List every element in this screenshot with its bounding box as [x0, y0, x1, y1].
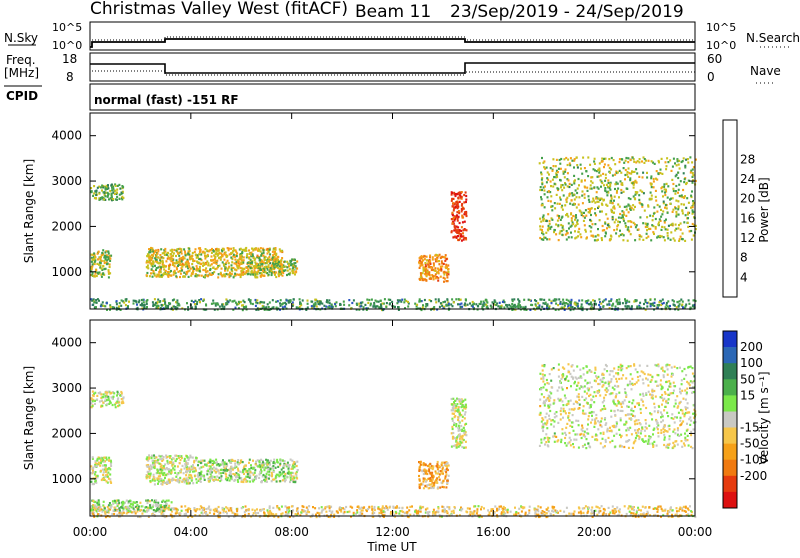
power-colorbar-tick-4: 20	[740, 192, 755, 206]
velocity-colorbar-swatch-3	[723, 379, 737, 395]
velocity-colorbar-swatch-6	[723, 428, 737, 444]
nsky-tick-top: 10^5	[52, 21, 82, 34]
freq-tick-top: 18	[62, 52, 77, 66]
power-colorbar-tick-3: 16	[740, 211, 755, 225]
velocity-region-4	[146, 454, 198, 485]
velocity-colorbar-tick-7: -200	[740, 469, 767, 483]
xtick-label-6: 00:00	[678, 525, 713, 539]
nave-tick-bottom: 0	[707, 70, 715, 84]
velocity-colorbar-tick-2: 50	[740, 372, 755, 386]
power-colorbar-tick-0: 4	[740, 270, 748, 284]
velocity-ytick-label-1: 2000	[51, 426, 82, 440]
velocity-colorbar-tick-0: 200	[740, 340, 763, 354]
xtick-label-5: 20:00	[577, 525, 612, 539]
power-colorbar-tick-5: 24	[740, 172, 755, 186]
velocity-region-5	[197, 459, 299, 484]
velocity-colorbar-swatch-8	[723, 460, 737, 476]
power-ylabel: Slant Range [km]	[22, 159, 36, 263]
beam-title: Beam 11	[355, 2, 431, 22]
velocity-region-3	[90, 456, 112, 485]
velocity-ytick-label-2: 3000	[51, 381, 82, 395]
velocity-region-1	[90, 499, 173, 513]
velocity-colorbar-tick-1: 100	[740, 356, 763, 370]
power-panel-frame	[90, 113, 695, 309]
velocity-region-8	[539, 363, 697, 449]
power-region-6	[451, 191, 468, 242]
power-ytick-label-1: 2000	[51, 219, 82, 233]
velocity-colorbar-label: Velocity [m s⁻¹]	[757, 371, 771, 464]
velocity-ylabel: Slant Range [km]	[22, 366, 36, 470]
freq-panel	[90, 53, 695, 81]
velocity-colorbar-swatch-10	[723, 492, 737, 508]
nsky-label: N.Sky	[4, 31, 38, 45]
power-colorbar-tick-1: 8	[740, 251, 748, 265]
power-region-2	[90, 249, 112, 278]
velocity-ytick-label-0: 1000	[51, 472, 82, 486]
velocity-colorbar-swatch-2	[723, 363, 737, 379]
power-ytick-label-2: 3000	[51, 174, 82, 188]
nsky-panel	[90, 22, 695, 50]
power-region-5	[418, 254, 450, 283]
power-region-1	[90, 183, 124, 201]
power-colorbar-tick-6: 28	[740, 152, 755, 166]
cpid-text: normal (fast) -151 RF	[94, 93, 239, 107]
power-region-7	[539, 156, 697, 242]
velocity-heatmap-data	[90, 363, 697, 518]
power-ytick-label-0: 1000	[51, 265, 82, 279]
xtick-label-0: 00:00	[73, 525, 108, 539]
nsky-tick-bottom: 10^0	[52, 39, 82, 52]
velocity-region-2	[90, 391, 124, 409]
xtick-label-4: 16:00	[476, 525, 511, 539]
velocity-colorbar-swatch-9	[723, 476, 737, 492]
velocity-region-6	[418, 461, 450, 490]
freq-label: Freq.	[6, 53, 36, 67]
cpid-label: CPID	[6, 89, 38, 103]
freq-tick-bottom: 8	[66, 70, 74, 84]
xtick-label-1: 04:00	[174, 525, 209, 539]
power-colorbar-frame	[723, 120, 737, 297]
power-colorbar-label: Power [dB]	[757, 177, 771, 242]
nsearch-tick-bottom: 10^0	[706, 39, 736, 52]
station-title: Christmas Valley West (fitACF)	[90, 0, 348, 19]
nave-tick-top: 60	[707, 52, 722, 66]
velocity-colorbar-swatch-4	[723, 395, 737, 411]
power-heatmap-data	[90, 156, 697, 311]
power-colorbar-tick-2: 12	[740, 231, 755, 245]
velocity-yticks: 1000 2000 3000 4000	[51, 336, 695, 486]
velocity-ytick-label-3: 4000	[51, 336, 82, 350]
nsearch-label: N.Search	[746, 31, 800, 45]
velocity-region-7	[451, 398, 468, 449]
power-ytick-label-3: 4000	[51, 129, 82, 143]
nsearch-tick-top: 10^5	[706, 21, 736, 34]
xtick-label-2: 08:00	[274, 525, 309, 539]
nsky-line	[90, 39, 695, 47]
velocity-colorbar-swatch-1	[723, 347, 737, 363]
velocity-colorbar-swatch-0	[723, 331, 737, 347]
nave-label: Nave	[750, 64, 781, 78]
xtick-label-3: 12:00	[375, 525, 410, 539]
velocity-colorbar-swatch-5	[723, 412, 737, 428]
velocity-colorbar-swatch-7	[723, 444, 737, 460]
date-range-title: 23/Sep/2019 - 24/Sep/2019	[450, 2, 684, 22]
power-colorbar: 4 8 12 16 20 24 28	[723, 120, 755, 297]
velocity-colorbar-tick-3: 15	[740, 388, 755, 402]
x-axis-label: Time UT	[366, 540, 417, 554]
freq-unit: [MHz]	[4, 66, 39, 80]
